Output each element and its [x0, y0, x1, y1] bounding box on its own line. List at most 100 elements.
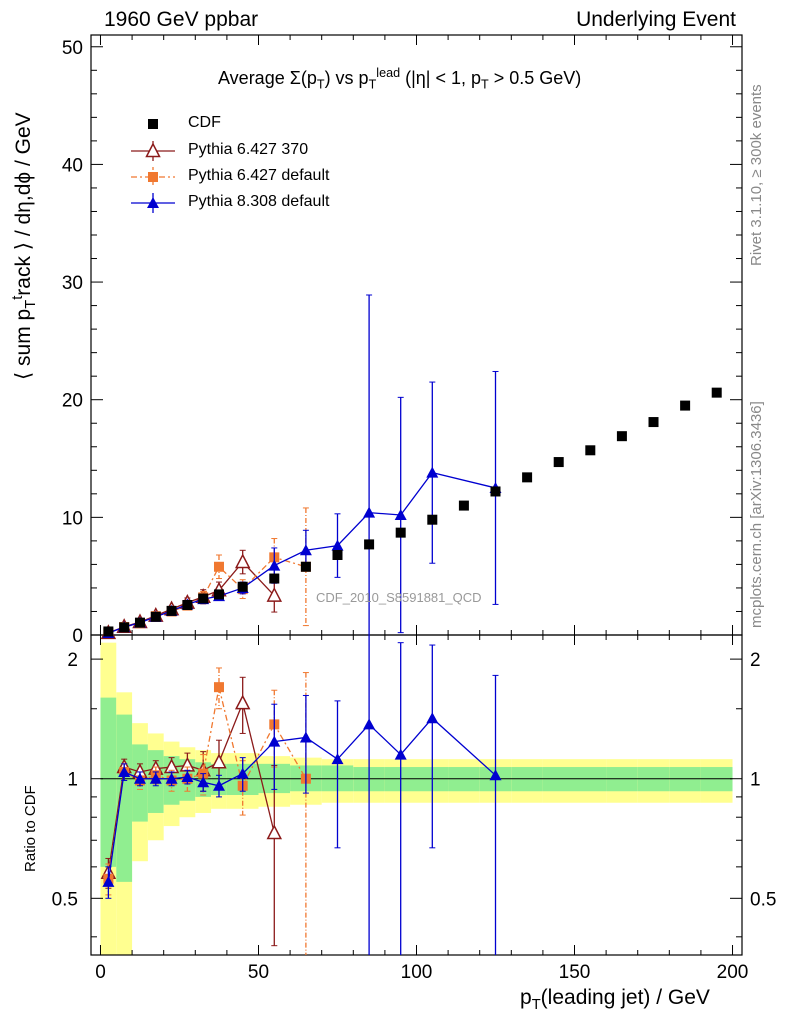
series-3-ratio-point	[426, 712, 439, 724]
y-axis-label: ⟨ sum pTtrack ⟩ / dη,dϕ / GeV	[10, 112, 40, 380]
series-3-ratio-point	[394, 748, 407, 760]
ratio-tick-label-left: 2	[67, 650, 78, 671]
cdf-data-point	[395, 527, 406, 538]
series-1-ratio-line	[107, 700, 275, 873]
legend-symbol-3	[131, 193, 175, 213]
series-3-main-point	[299, 544, 312, 556]
legend-entry-cdf: CDF	[188, 114, 221, 131]
series-3-ratio-point	[236, 767, 249, 779]
series-3-ratio-point	[149, 772, 162, 784]
x-tick-label: 0	[95, 962, 106, 983]
cdf-data-point	[427, 514, 438, 525]
series-3-ratio-point	[181, 770, 194, 782]
ratio-tick-label-right: 1	[750, 770, 761, 791]
x-tick-label: 150	[559, 962, 591, 983]
series-1-ratio-point	[266, 824, 283, 840]
legend-entry-pythia8-default: Pythia 8.308 default	[188, 193, 330, 210]
cdf-data-point	[150, 611, 161, 622]
cdf-data-point	[119, 622, 130, 633]
y-tick-label: 30	[62, 273, 83, 294]
series-3-main-line	[108, 471, 496, 634]
x-axis-label: pT(leading jet) / GeV	[520, 986, 710, 1014]
series-3-main	[102, 294, 502, 638]
ratio-y-axis-label: Ratio to CDF	[22, 785, 39, 872]
y-tick-label: 20	[62, 391, 83, 412]
analysis-watermark: CDF_2010_S8591881_QCD	[316, 590, 482, 605]
ratio-band-inner	[100, 697, 117, 867]
legend-symbol-1	[131, 141, 175, 161]
series-3-ratio-point	[268, 735, 281, 747]
x-tick-label: 200	[717, 962, 749, 983]
series-2-ratio-point	[213, 682, 224, 693]
series-3-ratio-point	[133, 772, 146, 784]
series-1-ratio-point	[211, 753, 227, 769]
cdf-data-point	[585, 445, 596, 456]
series-3-ratio-point	[212, 779, 225, 791]
cdf-data-point	[237, 581, 248, 592]
legend-symbol-0	[148, 119, 158, 129]
cdf-data-point	[134, 617, 145, 628]
x-tick-label: 100	[401, 962, 433, 983]
plot-title: Average Σ(pT) vs pTlead (|η| < 1, pT > 0…	[218, 66, 582, 92]
x-tick-label: 50	[248, 962, 269, 983]
series-1-ratio-point	[234, 694, 251, 710]
legend-marker	[147, 197, 159, 208]
series-2-main-point	[213, 561, 224, 572]
cdf-data-point	[182, 600, 193, 610]
cdf-data-point	[213, 589, 224, 600]
header-left: 1960 GeV ppbar	[104, 8, 259, 31]
legend-marker	[145, 142, 161, 158]
legend-marker	[148, 172, 158, 182]
series-3-main-point	[331, 539, 344, 551]
y-tick-label: 40	[62, 155, 83, 176]
series-3-ratio-point	[197, 776, 210, 788]
cdf-data-point	[616, 431, 627, 442]
series-1-main-point	[266, 586, 283, 602]
series-3-ratio	[102, 635, 502, 955]
series-3-ratio-point	[299, 731, 312, 743]
cdf-data-point	[490, 486, 501, 497]
series-3-ratio-point	[331, 753, 344, 765]
series-3-ratio-line	[107, 717, 496, 882]
ratio-tick-label-right: 2	[750, 650, 761, 671]
side-rivet-label: Rivet 3.1.10, ≥ 300k events	[748, 84, 765, 266]
ratio-tick-label-right: 0.5	[750, 889, 776, 910]
y-tick-label: 0	[72, 626, 83, 647]
series-1-main-point	[234, 553, 251, 569]
ratio-tick-label-left: 1	[67, 770, 78, 791]
header-right: Underlying Event	[576, 8, 736, 31]
legend-symbol-2	[131, 167, 175, 187]
cdf-data-point	[522, 472, 533, 483]
cdf-data-point	[711, 387, 722, 398]
cdf-data-point	[648, 417, 659, 428]
series-3-main-point	[363, 506, 376, 518]
series-2-main	[103, 507, 311, 638]
legend-entry-pythia6-default: Pythia 6.427 default	[188, 167, 330, 184]
series-3-ratio-point	[363, 718, 376, 730]
cdf-data-point	[553, 457, 564, 468]
cdf-data-point	[269, 573, 280, 584]
cdf-data-point	[680, 400, 691, 411]
series-2-main-line	[108, 556, 307, 634]
side-mcplots-label: mcplots.cern.ch [arXiv:1306.3436]	[748, 401, 765, 628]
ratio-tick-label-left: 0.5	[52, 889, 78, 910]
ratio-band-inner	[116, 714, 133, 882]
series-3-ratio-point	[118, 765, 131, 777]
y-tick-label: 50	[62, 38, 83, 59]
cdf-data-point	[166, 605, 177, 616]
series-3-main-point	[426, 466, 439, 478]
series-3-ratio-point	[165, 772, 178, 784]
series-3-ratio-point	[102, 875, 115, 887]
cdf-data-point	[364, 539, 375, 550]
y-tick-label: 10	[62, 508, 83, 529]
series-3-main-point	[394, 509, 407, 520]
legend-entry-pythia6-370: Pythia 6.427 370	[188, 141, 309, 158]
series-1-main-line	[108, 561, 275, 634]
legend-marker	[148, 119, 158, 129]
cdf-data-point	[300, 561, 311, 572]
series-3-main-point	[268, 559, 281, 571]
series-3-ratio-point	[489, 769, 502, 781]
cdf-data-point	[458, 500, 469, 511]
cdf-data-point	[198, 593, 209, 604]
